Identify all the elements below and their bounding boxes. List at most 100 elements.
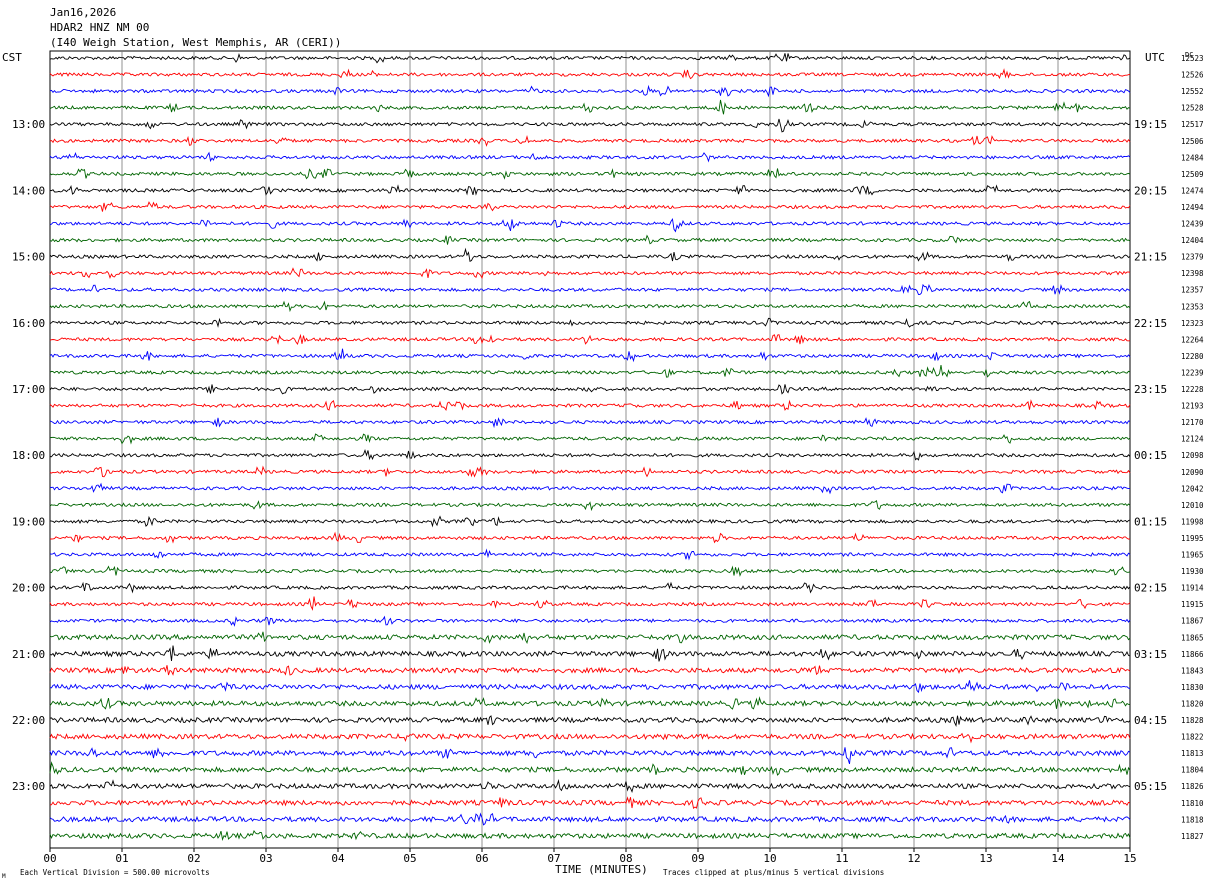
dc-offset-value: 12552 bbox=[1181, 87, 1204, 96]
dc-offset-value: 12404 bbox=[1181, 236, 1204, 245]
cst-hour-label: 20:00 bbox=[12, 582, 45, 595]
seismic-trace bbox=[49, 482, 1130, 495]
seismic-trace bbox=[49, 796, 1131, 810]
seismic-trace bbox=[49, 118, 1131, 133]
utc-hour-label: 23:15 bbox=[1134, 383, 1167, 396]
dc-offset-value: 11866 bbox=[1181, 650, 1204, 659]
cst-hour-label: 18:00 bbox=[12, 449, 45, 462]
seismic-trace bbox=[49, 645, 1131, 662]
dc-offset-value: 11865 bbox=[1181, 633, 1204, 642]
dc-offset-value: 12517 bbox=[1181, 120, 1204, 129]
chart-location: (I40 Weigh Station, West Memphis, AR (CE… bbox=[50, 36, 341, 49]
dc-offset-value: 12357 bbox=[1181, 286, 1204, 295]
seismic-trace bbox=[49, 399, 1131, 411]
dc-offset-value: 11965 bbox=[1181, 551, 1204, 560]
dc-offset-value: 12474 bbox=[1181, 186, 1204, 195]
seismic-trace bbox=[49, 333, 1131, 345]
dc-offset-value: 11827 bbox=[1181, 832, 1204, 841]
dc-offset-value: 11867 bbox=[1181, 617, 1204, 626]
seismic-trace bbox=[49, 68, 1131, 80]
utc-hour-label: 04:15 bbox=[1134, 714, 1167, 727]
dc-offset-value: 12170 bbox=[1181, 418, 1204, 427]
corner-mark: M bbox=[2, 873, 6, 880]
seismic-trace bbox=[49, 84, 1131, 98]
dc-offset-value: 12379 bbox=[1181, 253, 1204, 262]
seismic-trace bbox=[49, 631, 1131, 645]
utc-hour-label: 05:15 bbox=[1134, 780, 1167, 793]
dc-offset-value: 11813 bbox=[1181, 749, 1204, 758]
dc-offset-value: 12098 bbox=[1181, 451, 1204, 460]
dc-offset-value: 12528 bbox=[1181, 104, 1204, 113]
seismic-trace bbox=[49, 365, 1131, 378]
chart-date: Jan16,2026 bbox=[50, 6, 116, 19]
seismic-trace bbox=[49, 829, 1131, 842]
cst-hour-label: 16:00 bbox=[12, 317, 45, 330]
seismic-trace bbox=[49, 581, 1131, 594]
dc-offset-value: 12494 bbox=[1181, 203, 1204, 212]
dc-offset-value: 11804 bbox=[1181, 766, 1204, 775]
x-tick-label: 04 bbox=[331, 852, 345, 865]
seismic-trace bbox=[49, 500, 1131, 512]
x-tick-label: 10 bbox=[763, 852, 776, 865]
cst-hour-label: 14:00 bbox=[12, 184, 45, 197]
seismic-trace bbox=[49, 348, 1131, 363]
dc-offset-value: 12239 bbox=[1181, 368, 1204, 377]
seismic-trace bbox=[49, 283, 1131, 295]
dc-offset-value: 12398 bbox=[1181, 269, 1204, 278]
seismic-trace bbox=[50, 531, 1131, 544]
utc-hour-label: 20:15 bbox=[1134, 184, 1167, 197]
seismic-trace bbox=[49, 300, 1131, 313]
dc-offset-value: 12523 bbox=[1181, 54, 1204, 63]
dc-offset-value: 12010 bbox=[1181, 501, 1204, 510]
cst-hour-label: 13:00 bbox=[12, 118, 45, 131]
dc-offset-value: 11995 bbox=[1181, 534, 1204, 543]
seismic-trace bbox=[49, 201, 1131, 212]
dc-offset-value: 12042 bbox=[1181, 484, 1204, 493]
utc-hour-label: 19:15 bbox=[1134, 118, 1167, 131]
left-timezone-label: CST bbox=[2, 51, 22, 64]
cst-hour-label: 21:00 bbox=[12, 648, 45, 661]
seismic-trace bbox=[49, 151, 1131, 163]
x-tick-label: 08 bbox=[619, 852, 632, 865]
dc-offset-value: 12280 bbox=[1181, 352, 1204, 361]
utc-hour-label: 00:15 bbox=[1134, 449, 1167, 462]
seismic-trace bbox=[49, 234, 1131, 245]
utc-hour-label: 21:15 bbox=[1134, 251, 1167, 264]
seismic-trace bbox=[49, 696, 1131, 710]
seismic-trace bbox=[49, 247, 1131, 262]
cst-hour-label: 19:00 bbox=[12, 515, 45, 528]
seismic-trace bbox=[49, 665, 1131, 676]
seismic-trace bbox=[49, 715, 1131, 727]
footer-left-note: Each Vertical Division = 500.00 microvol… bbox=[20, 868, 210, 877]
seismic-trace bbox=[49, 384, 1131, 395]
seismic-trace bbox=[49, 267, 1131, 280]
seismic-trace bbox=[49, 761, 1131, 776]
dc-offset-value: 11820 bbox=[1181, 699, 1204, 708]
dc-offset-value: 12193 bbox=[1181, 402, 1204, 411]
x-axis-label: TIME (MINUTES) bbox=[555, 863, 648, 876]
dc-offset-value: 12509 bbox=[1181, 170, 1204, 179]
seismic-trace bbox=[49, 317, 1131, 328]
x-tick-label: 12 bbox=[907, 852, 920, 865]
utc-hour-label: 02:15 bbox=[1134, 582, 1167, 595]
x-tick-label: 05 bbox=[403, 852, 416, 865]
utc-hour-label: 01:15 bbox=[1134, 515, 1167, 528]
dc-offset-value: 11828 bbox=[1181, 716, 1204, 725]
dc-offset-value: 11822 bbox=[1181, 733, 1204, 742]
chart-station: HDAR2 HNZ NM 00 bbox=[50, 21, 149, 34]
utc-hour-label: 22:15 bbox=[1134, 317, 1167, 330]
dc-column-label: DC bbox=[1185, 51, 1193, 59]
seismic-trace bbox=[49, 433, 1131, 445]
plot-frame bbox=[49, 50, 1131, 849]
cst-hour-label: 15:00 bbox=[12, 251, 45, 264]
seismic-trace bbox=[49, 680, 1131, 694]
seismic-trace bbox=[49, 747, 1131, 765]
dc-offset-value: 12439 bbox=[1181, 220, 1204, 229]
dc-offset-value: 11830 bbox=[1181, 683, 1204, 692]
seismic-trace bbox=[49, 168, 1131, 180]
dc-offset-value: 11914 bbox=[1181, 584, 1204, 593]
cst-hour-label: 17:00 bbox=[12, 383, 45, 396]
dc-offset-value: 11998 bbox=[1181, 517, 1204, 526]
x-tick-label: 14 bbox=[1051, 852, 1065, 865]
